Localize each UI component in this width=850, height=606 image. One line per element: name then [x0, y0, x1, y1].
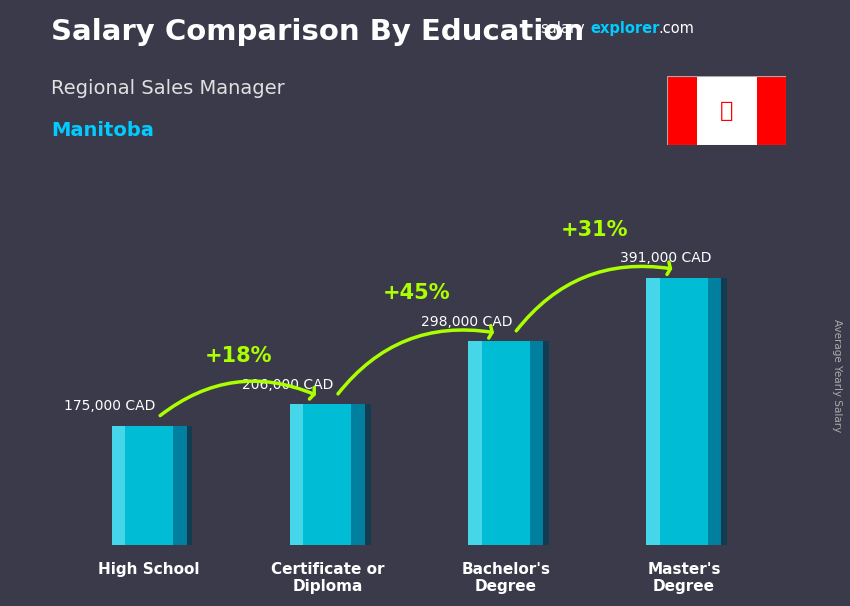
Text: 298,000 CAD: 298,000 CAD — [421, 315, 513, 329]
Text: 206,000 CAD: 206,000 CAD — [242, 378, 334, 392]
Bar — [351, 404, 365, 545]
Bar — [365, 404, 371, 545]
Bar — [530, 341, 543, 545]
Bar — [543, 341, 549, 545]
FancyBboxPatch shape — [647, 278, 722, 545]
Text: +31%: +31% — [561, 219, 628, 239]
Text: 175,000 CAD: 175,000 CAD — [64, 399, 156, 413]
Text: explorer: explorer — [591, 21, 660, 36]
Text: Salary Comparison By Education: Salary Comparison By Education — [51, 18, 584, 46]
Text: +45%: +45% — [382, 283, 450, 304]
Text: Average Yearly Salary: Average Yearly Salary — [832, 319, 842, 432]
FancyBboxPatch shape — [111, 425, 186, 545]
Text: 🍁: 🍁 — [720, 101, 734, 121]
Text: Manitoba: Manitoba — [51, 121, 154, 140]
Bar — [647, 278, 660, 545]
Bar — [186, 425, 192, 545]
Text: Regional Sales Manager: Regional Sales Manager — [51, 79, 285, 98]
Bar — [722, 278, 728, 545]
Bar — [173, 425, 186, 545]
Text: +18%: +18% — [205, 346, 272, 367]
Bar — [667, 76, 697, 145]
FancyBboxPatch shape — [468, 341, 543, 545]
Bar — [708, 278, 722, 545]
Bar — [290, 404, 303, 545]
Bar — [697, 76, 756, 145]
Bar — [468, 341, 482, 545]
Text: 391,000 CAD: 391,000 CAD — [620, 251, 711, 265]
Bar — [756, 76, 786, 145]
Bar — [111, 425, 125, 545]
Text: .com: .com — [659, 21, 694, 36]
Text: salary: salary — [540, 21, 584, 36]
FancyBboxPatch shape — [290, 404, 365, 545]
